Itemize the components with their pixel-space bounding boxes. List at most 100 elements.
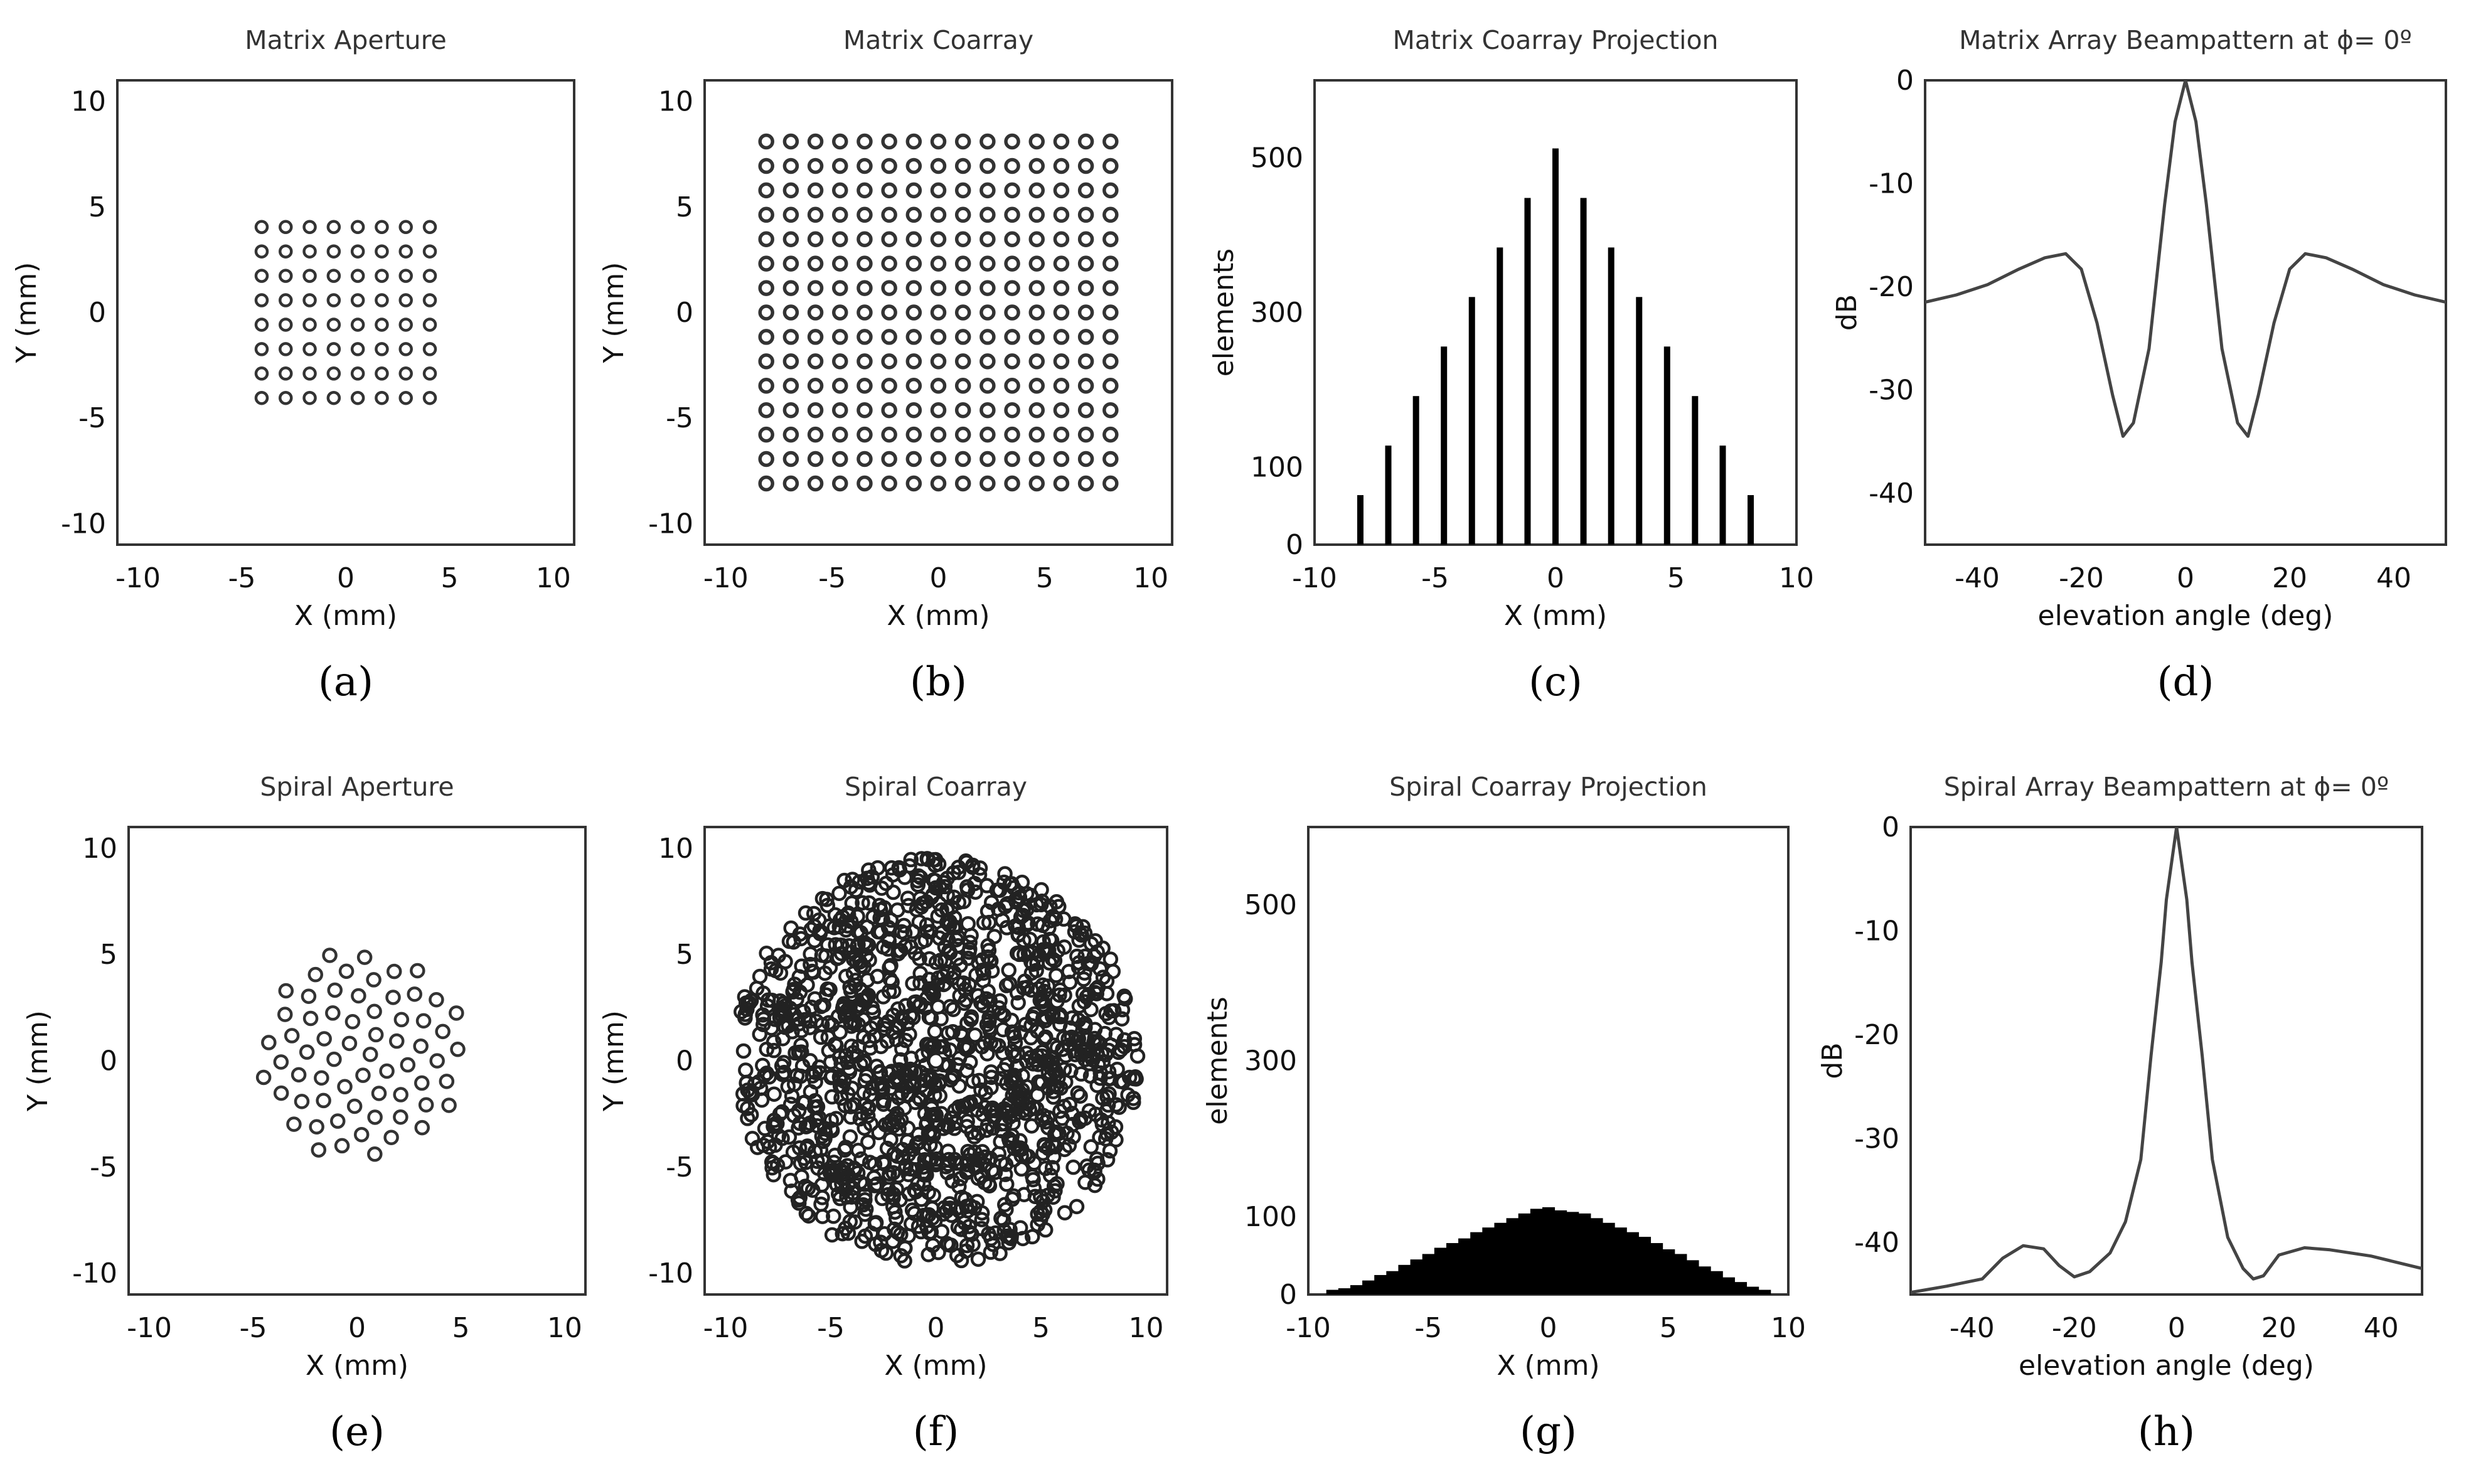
data-point bbox=[1004, 280, 1020, 296]
data-point bbox=[979, 133, 996, 150]
data-point bbox=[946, 910, 963, 926]
data-point bbox=[375, 342, 389, 356]
x-axis-label: X (mm) bbox=[887, 600, 990, 632]
data-point bbox=[735, 1043, 752, 1059]
x-tick-label: -20 bbox=[2052, 1312, 2097, 1344]
data-point bbox=[1077, 255, 1094, 272]
x-tick-label: 0 bbox=[1547, 562, 1564, 594]
data-point bbox=[1033, 882, 1049, 898]
data-point bbox=[1042, 1167, 1059, 1183]
data-point bbox=[940, 1143, 956, 1160]
data-point bbox=[326, 342, 341, 356]
y-tick-label: -20 bbox=[1869, 271, 1914, 303]
data-point bbox=[1011, 946, 1027, 963]
data-point bbox=[366, 972, 382, 988]
bar bbox=[1410, 1259, 1423, 1294]
data-point bbox=[832, 182, 848, 199]
data-point bbox=[1053, 378, 1070, 394]
data-point bbox=[325, 1005, 341, 1021]
data-point bbox=[383, 1129, 399, 1145]
data-point bbox=[850, 1143, 866, 1158]
data-point bbox=[881, 157, 897, 174]
data-point bbox=[302, 269, 317, 283]
x-tick-label: 5 bbox=[1660, 1312, 1677, 1344]
data-point bbox=[338, 963, 355, 980]
data-point bbox=[981, 1226, 996, 1242]
data-point bbox=[930, 157, 947, 174]
data-point bbox=[1028, 475, 1045, 492]
data-point bbox=[1028, 304, 1045, 321]
y-tick-label: -20 bbox=[1854, 1019, 1899, 1051]
data-point bbox=[344, 1013, 361, 1030]
data-point bbox=[893, 1247, 909, 1264]
data-point bbox=[857, 329, 873, 345]
data-point bbox=[934, 1224, 950, 1239]
data-point bbox=[905, 231, 922, 247]
data-point bbox=[375, 366, 389, 381]
data-point bbox=[832, 231, 848, 247]
x-tick-label: -10 bbox=[1286, 1312, 1331, 1344]
data-point bbox=[930, 378, 947, 394]
data-point bbox=[755, 1057, 771, 1074]
data-point bbox=[832, 280, 848, 296]
bar bbox=[1468, 297, 1475, 545]
chart-title: Matrix Coarray Projection bbox=[1392, 25, 1718, 55]
panel-b: Matrix Coarray -10 -5 0 5 10 10 5 0 -5 -10 X (mm) Y … bbox=[598, 25, 1173, 705]
data-point bbox=[930, 206, 947, 223]
data-point bbox=[1028, 280, 1045, 296]
data-point bbox=[1113, 1042, 1129, 1058]
y-tick-label: -40 bbox=[1869, 478, 1914, 510]
data-point bbox=[302, 366, 317, 381]
data-point bbox=[910, 873, 926, 889]
data-point bbox=[840, 1166, 856, 1183]
data-point bbox=[1071, 998, 1087, 1014]
panel-d: Matrix Array Beampattern at ϕ= 0º -40 -20 0… bbox=[1831, 25, 2447, 705]
data-point bbox=[1077, 925, 1093, 941]
data-point bbox=[326, 390, 341, 405]
x-tick-label: 10 bbox=[536, 562, 571, 594]
data-point bbox=[1051, 899, 1067, 914]
data-point bbox=[832, 402, 848, 419]
data-point bbox=[979, 304, 996, 321]
data-point bbox=[885, 983, 902, 1000]
x-tick-label: 0 bbox=[1540, 1312, 1557, 1344]
data-point bbox=[316, 1031, 332, 1047]
data-point bbox=[758, 182, 774, 199]
x-tick-label: 0 bbox=[337, 562, 355, 594]
y-tick-label: -10 bbox=[1869, 168, 1914, 200]
data-point bbox=[1102, 157, 1119, 174]
data-point bbox=[807, 329, 824, 345]
bar bbox=[1362, 1280, 1375, 1294]
data-point bbox=[1072, 1039, 1089, 1055]
data-point bbox=[977, 1149, 993, 1165]
data-point bbox=[422, 244, 437, 259]
bar bbox=[1398, 1264, 1411, 1294]
data-point bbox=[774, 1058, 790, 1074]
data-point bbox=[979, 475, 996, 492]
data-point bbox=[334, 1138, 350, 1154]
data-point bbox=[273, 1054, 289, 1070]
y-tick-label: -30 bbox=[1854, 1123, 1899, 1155]
data-point bbox=[981, 1020, 997, 1036]
data-point bbox=[905, 475, 922, 492]
data-point bbox=[751, 1074, 767, 1090]
data-point bbox=[1053, 280, 1070, 296]
data-point bbox=[963, 1198, 978, 1214]
data-point bbox=[1028, 402, 1045, 419]
y-tick-label: -5 bbox=[78, 402, 106, 434]
data-point bbox=[819, 981, 835, 997]
bar bbox=[1698, 1266, 1711, 1294]
bar bbox=[1662, 1249, 1675, 1294]
data-point bbox=[798, 1205, 814, 1222]
data-point bbox=[873, 924, 889, 940]
data-point bbox=[1029, 1048, 1045, 1064]
data-point bbox=[905, 378, 922, 394]
bar bbox=[1663, 346, 1670, 545]
data-point bbox=[1018, 885, 1035, 902]
bar bbox=[1357, 495, 1364, 545]
data-point bbox=[767, 1137, 783, 1153]
data-point bbox=[1049, 968, 1064, 983]
x-tick-label: 0 bbox=[930, 562, 947, 594]
data-point bbox=[898, 1158, 914, 1174]
data-point bbox=[881, 280, 897, 296]
